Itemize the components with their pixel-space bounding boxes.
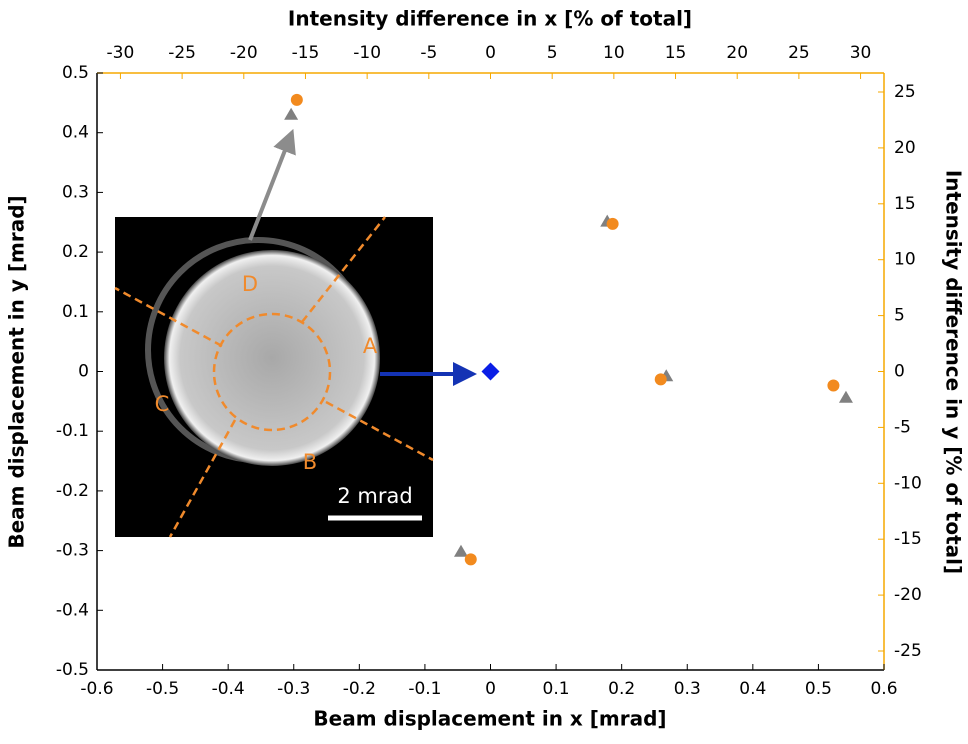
point: [606, 217, 619, 230]
y-tick-label: 0.2: [62, 242, 89, 262]
y-tick-label: -0.5: [56, 660, 89, 680]
y2-tick-label: -10: [894, 473, 922, 493]
y2-tick-label: 5: [894, 306, 905, 326]
x2-tick-label: 5: [547, 43, 558, 63]
y-tick-label: -0.2: [56, 481, 89, 501]
inset-label: C: [155, 392, 170, 416]
y2-tick-label: 15: [894, 194, 916, 214]
x2-tick-label: -15: [292, 43, 320, 63]
x-tick-label: -0.5: [146, 679, 179, 699]
x-tick-label: -0.4: [212, 679, 245, 699]
x-tick-label: 0: [485, 679, 496, 699]
y2-tick-label: 0: [894, 362, 905, 382]
y-tick-label: -0.4: [56, 600, 89, 620]
point: [464, 553, 477, 566]
point: [827, 379, 840, 392]
point: [838, 390, 853, 403]
y-tick-label: 0.3: [62, 182, 89, 202]
x-tick-label: 0.2: [608, 679, 635, 699]
y2-tick-label: -5: [894, 417, 911, 437]
x-tick-label: 0.5: [805, 679, 832, 699]
x2-tick-label: 0: [485, 43, 496, 63]
y-tick-label: 0.1: [62, 302, 89, 322]
x2-tick-label: 10: [603, 43, 625, 63]
y-tick-label: 0.4: [62, 123, 89, 143]
x-tick-label: 0.6: [870, 679, 897, 699]
x2-tick-label: 15: [665, 43, 687, 63]
y2-tick-label: -20: [894, 585, 922, 605]
x2-tick-label: 25: [788, 43, 810, 63]
x-tick-label: 0.3: [674, 679, 701, 699]
x2-tick-label: -25: [168, 43, 196, 63]
x2-tick-label: 30: [850, 43, 872, 63]
x-tick-label: -0.3: [277, 679, 310, 699]
y-tick-label: -0.1: [56, 421, 89, 441]
point: [290, 93, 303, 106]
y2-axis-title: Intensity difference in y [% of total]: [942, 170, 966, 574]
y-tick-label: -0.3: [56, 541, 89, 561]
point: [453, 544, 468, 557]
x2-axis-title: Intensity difference in x [% of total]: [288, 7, 692, 31]
inset-image: [114, 216, 434, 538]
x2-tick-label: -20: [230, 43, 258, 63]
x-tick-label: 0.4: [739, 679, 766, 699]
point: [481, 362, 500, 381]
x-tick-label: -0.2: [343, 679, 376, 699]
y2-tick-label: -25: [894, 641, 922, 661]
x2-tick-label: -5: [420, 43, 437, 63]
y2-tick-label: -15: [894, 529, 922, 549]
y2-tick-label: 25: [894, 82, 916, 102]
inset-label: B: [303, 450, 317, 474]
x2-tick-label: 20: [726, 43, 748, 63]
inset-label: D: [242, 272, 258, 296]
inset-label: A: [363, 334, 378, 358]
arrow: [248, 128, 296, 241]
y-tick-label: 0.5: [62, 63, 89, 83]
x-tick-label: 0.1: [543, 679, 570, 699]
x2-tick-label: -30: [107, 43, 135, 63]
y2-tick-label: 20: [894, 138, 916, 158]
point: [284, 107, 299, 120]
y-axis-title: Beam displacement in y [mrad]: [5, 195, 29, 548]
x-tick-label: -0.6: [80, 679, 113, 699]
y-tick-label: 0: [78, 362, 89, 382]
y2-tick-label: 10: [894, 250, 916, 270]
x-axis-title: Beam displacement in x [mrad]: [313, 707, 666, 731]
point: [654, 373, 667, 386]
x-tick-label: -0.1: [408, 679, 441, 699]
scale-bar-label: 2 mrad: [337, 484, 412, 508]
x2-tick-label: -10: [353, 43, 381, 63]
